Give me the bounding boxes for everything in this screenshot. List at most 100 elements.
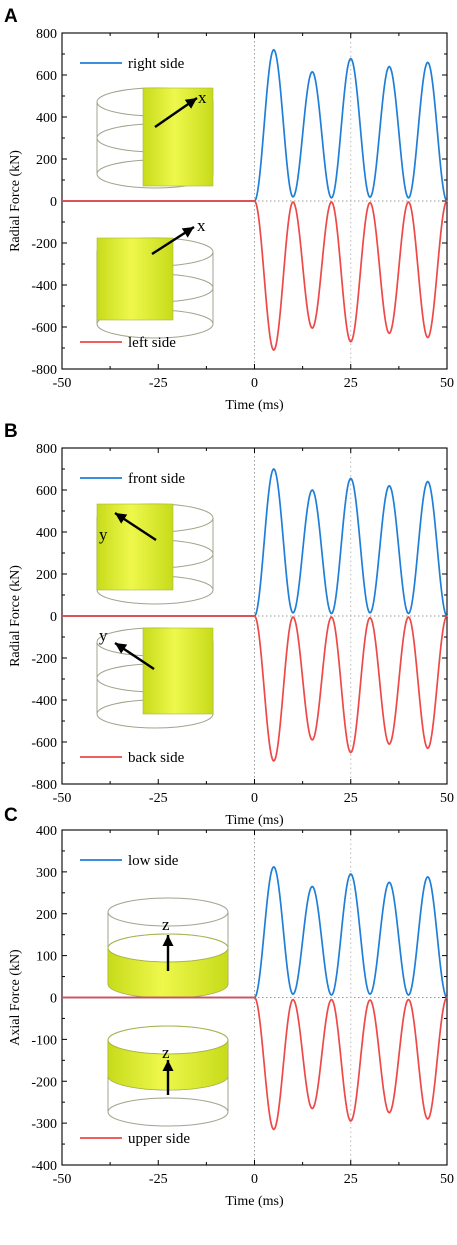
inset-cylinder-upper: y [96,503,214,605]
arrow-head [162,935,174,946]
axis-arrow [162,1060,174,1095]
arrow-head [162,1060,174,1071]
panel-letter: A [4,6,18,27]
y-tick-label: 200 [36,153,57,168]
legend-entry: upper side [80,1131,190,1147]
x-tick-label: 25 [344,791,358,806]
y-tick-label: 0 [50,195,57,210]
y-tick-label: -300 [31,1117,57,1132]
y-tick-label: -800 [31,363,57,378]
y-axis-title: Radial Force (kN) [8,565,23,667]
y-tick-label: -400 [31,694,57,709]
arrow-head [184,98,197,109]
axis-arrow [114,642,155,670]
axis-arrow [151,225,195,256]
inset-arrow-label: x [198,88,207,107]
inset-cylinder-upper: z [107,897,229,999]
chart-panel-b: B -800 -600 -400 -200 0 200 400 600 800 -50 -25 0 25 5… [4,421,454,828]
y-tick-label: 200 [36,568,57,583]
legend-label: right side [128,56,185,72]
y-tick-label: 800 [36,442,57,457]
arrow-head [115,643,128,654]
axis-arrow [162,935,174,971]
series-line-upper [62,865,448,999]
inset-arrow-label: y [99,525,108,544]
inset-cylinder-lower: x [96,216,214,339]
y-axis-title: Radial Force (kN) [8,150,23,252]
y-tick-label: -200 [31,1075,57,1090]
legend-label: upper side [128,1131,190,1147]
inset-arrow-label: y [99,626,108,645]
ring-band [96,237,174,321]
chart-panel-c: C -400 -300 -200 -100 0 100 200 300 400 -50 -25 0 25 5… [4,805,454,1209]
legend-entry: low side [80,853,179,869]
x-axis-title: Time (ms) [225,398,284,413]
x-tick-label: 25 [344,1172,358,1187]
ring-band [142,87,214,187]
series-line-lower [62,200,448,352]
ring-band-rim [107,1025,229,1055]
x-tick-label: -25 [149,376,168,391]
axis-arrow [154,97,198,128]
legend-label: back side [128,750,185,766]
x-tick-label: 0 [251,376,258,391]
legend-label: low side [128,853,179,869]
x-tick-label: 50 [440,376,454,391]
inset-arrow-label: z [162,915,170,934]
arrow-head [181,227,194,238]
legend-label: front side [128,471,185,487]
inset-cylinder-lower: z [107,1025,229,1127]
y-tick-label: -600 [31,321,57,336]
ring-band [96,503,174,591]
legend-entry: right side [80,56,185,72]
y-tick-label: -400 [31,1159,57,1174]
x-tick-label: -25 [149,791,168,806]
y-axis-title: Axial Force (kN) [8,949,23,1046]
y-tick-label: 100 [36,950,57,965]
x-tick-label: 50 [440,791,454,806]
x-tick-label: 25 [344,376,358,391]
y-tick-label: -100 [31,1033,57,1048]
y-tick-label: -800 [31,778,57,793]
y-tick-label: -200 [31,237,57,252]
y-tick-label: 0 [50,992,57,1007]
inset-arrow-label: x [197,216,206,235]
y-tick-label: 400 [36,526,57,541]
y-tick-label: 300 [36,866,57,881]
legend-label: left side [128,335,176,351]
y-tick-label: 200 [36,908,57,923]
arrow-head [115,513,128,524]
panel-letter: C [4,805,18,826]
legend-entry: front side [80,471,185,487]
inset-cylinder-lower: y [96,626,214,729]
y-tick-label: 400 [36,824,57,839]
y-tick-label: -200 [31,652,57,667]
series-line-upper [62,48,448,202]
series-line-lower [62,996,448,1131]
x-tick-label: -50 [53,376,72,391]
x-tick-label: 0 [251,791,258,806]
ring-band [142,627,214,715]
x-tick-label: -25 [149,1172,168,1187]
series-line-lower [62,615,448,762]
y-tick-label: 600 [36,69,57,84]
x-tick-label: 0 [251,1172,258,1187]
x-axis-title: Time (ms) [225,1194,284,1209]
inset-cylinder-upper: x [96,87,214,189]
inset-arrow-label: z [162,1043,170,1062]
y-tick-label: 600 [36,484,57,499]
y-tick-label: -600 [31,736,57,751]
ring-outline-bottom [107,1097,229,1127]
legend-entry: back side [80,750,185,766]
x-tick-label: -50 [53,1172,72,1187]
legend-entry: left side [80,335,176,351]
y-tick-label: -400 [31,279,57,294]
x-axis-title: Time (ms) [225,813,284,828]
x-tick-label: 50 [440,1172,454,1187]
x-tick-label: -50 [53,791,72,806]
panel-letter: B [4,421,18,442]
y-tick-label: 0 [50,610,57,625]
series-line-upper [62,467,448,617]
y-tick-label: 400 [36,111,57,126]
